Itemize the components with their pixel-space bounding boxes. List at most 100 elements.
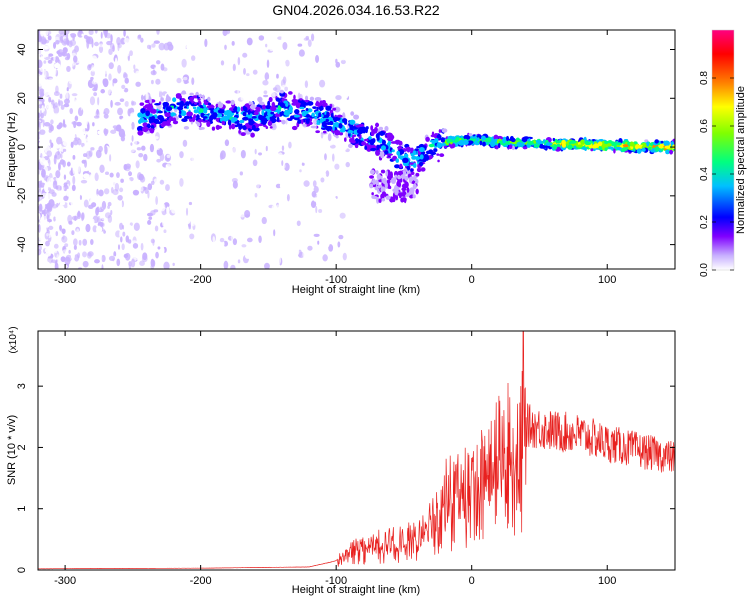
spectrogram-ridge-mark <box>255 109 259 113</box>
spectrogram-ridge-mark <box>314 116 318 120</box>
spectrogram-ridge-mark <box>402 186 406 194</box>
spectrogram-ridge-mark <box>289 105 293 112</box>
spectrogram-noise-mark <box>258 249 265 254</box>
spectrogram-noise-mark <box>319 79 326 88</box>
spectrogram-ridge-mark <box>227 119 232 126</box>
spectrogram-ridge-mark <box>370 130 375 137</box>
spectrogram-noise-mark <box>53 91 60 97</box>
spectrogram-noise-mark <box>176 216 181 221</box>
spectrogram-noise-mark <box>147 212 154 217</box>
spectrogram-noise-mark <box>335 95 342 101</box>
spectrogram-noise-mark <box>191 77 195 86</box>
spectrogram-noise-mark <box>140 37 144 43</box>
spectrogram-noise-mark <box>255 54 262 62</box>
spectrogram-noise-mark <box>232 238 238 246</box>
spectrogram-noise-mark <box>43 215 48 222</box>
spectrogram-ridge-mark <box>350 111 355 116</box>
spectrogram-noise-mark <box>120 178 124 183</box>
spectrogram-noise-mark <box>340 41 344 51</box>
spectrogram-noise-mark <box>178 120 184 130</box>
spectrogram-noise-mark <box>171 208 177 214</box>
spectrogram-noise-mark <box>108 73 112 81</box>
spectrogram-ridge-mark <box>378 179 383 183</box>
spectrogram-noise-mark <box>113 251 117 258</box>
spectrogram-ridge-mark <box>197 119 204 123</box>
spectrogram-ridge-mark <box>508 144 513 150</box>
spectrogram-ridge-mark <box>379 130 385 136</box>
spectrogram-noise-mark <box>284 162 290 171</box>
spectrogram-noise-mark <box>275 183 282 189</box>
spectrogram-noise-mark <box>64 256 71 266</box>
spectrogram-noise-mark <box>106 86 111 95</box>
spectrogram-noise-mark <box>86 136 93 143</box>
spectrogram-noise-mark <box>252 69 258 75</box>
spectrogram-ridge-mark <box>318 112 322 118</box>
spectrogram-noise-mark <box>85 183 89 193</box>
spectrogram-ridge-mark <box>641 147 646 152</box>
spectrogram-noise-mark <box>87 122 90 131</box>
spectrogram-noise-mark <box>123 58 130 67</box>
spectrogram-noise-mark <box>322 254 328 262</box>
spectrogram-noise-mark <box>298 66 303 71</box>
spectrogram-ridge-mark <box>148 117 156 123</box>
spectrogram-noise-mark <box>259 30 265 33</box>
spectrogram-noise-mark <box>92 87 98 92</box>
spectrogram-noise-mark <box>303 57 307 66</box>
spectrogram-ridge-mark <box>291 98 298 103</box>
spectrogram-ridge-mark <box>436 153 440 156</box>
spectrogram-noise-mark <box>124 252 131 261</box>
spectrogram-noise-mark <box>265 43 268 48</box>
spectrogram-noise-mark <box>178 251 185 259</box>
spectrogram-noise-mark <box>54 62 61 69</box>
x-tick-label: -200 <box>190 274 212 286</box>
spectrogram-noise-mark <box>124 165 131 172</box>
spectrogram-noise-mark <box>73 55 78 63</box>
spectrogram-noise-mark <box>64 243 69 248</box>
spectrogram-noise-mark <box>268 150 271 159</box>
spectrogram-noise-mark <box>267 229 271 239</box>
spectrogram-ridge-mark <box>242 105 247 111</box>
spectrogram-noise-mark <box>176 77 182 84</box>
spectrogram-noise-mark <box>98 45 104 53</box>
spectrogram-noise-mark <box>155 196 158 205</box>
spectrogram-noise-mark <box>70 127 76 135</box>
spectrogram-ridge-mark <box>332 107 337 111</box>
spectrogram-ridge-mark <box>196 122 201 127</box>
colorbar-gradient <box>712 30 734 270</box>
spectrogram-noise-mark <box>166 41 173 47</box>
spectrogram-noise-mark <box>68 136 74 142</box>
spectrogram-noise-mark <box>58 143 62 149</box>
spectrogram-noise-mark <box>313 43 317 51</box>
spectrogram-noise-mark <box>73 245 77 250</box>
spectrogram-noise-mark <box>38 41 42 51</box>
spectrogram-ridge-mark <box>368 136 372 140</box>
spectrogram-noise-mark <box>57 261 64 269</box>
spectrogram-ridge-mark <box>663 140 670 147</box>
spectrogram-ridge-mark <box>222 115 229 122</box>
spectrogram-noise-mark <box>283 134 289 142</box>
spectrogram-ridge-mark <box>258 97 261 102</box>
spectrogram-noise-mark <box>89 174 93 179</box>
spectrogram-noise-mark <box>322 162 327 166</box>
spectrogram-noise-mark <box>276 73 279 79</box>
spectrogram-noise-mark <box>53 105 60 115</box>
spectrogram-ridge-mark <box>263 94 269 98</box>
spectrogram-noise-mark <box>131 135 134 142</box>
spectrogram-noise-mark <box>288 141 292 149</box>
spectrogram-ridge-mark <box>165 95 171 102</box>
spectrogram-noise-mark <box>250 254 255 262</box>
spectrogram-noise-mark <box>176 57 180 64</box>
spectrogram-noise-mark <box>122 231 126 237</box>
spectrogram-noise-mark <box>185 57 190 61</box>
spectrogram-noise-mark <box>305 222 311 232</box>
spectrogram-ridge-mark <box>381 191 387 196</box>
spectrogram-noise-mark <box>298 237 302 246</box>
spectrogram-noise-mark <box>113 37 116 44</box>
spectrogram-ridge-mark <box>349 119 356 125</box>
spectrogram-noise-mark <box>53 112 60 117</box>
spectrogram-noise-mark <box>230 54 237 60</box>
spectrogram-ridge-mark <box>440 142 447 146</box>
spectrogram-noise-mark <box>38 101 42 105</box>
spectrogram-noise-mark <box>153 85 159 90</box>
spectrogram-ridge-mark <box>145 110 150 117</box>
